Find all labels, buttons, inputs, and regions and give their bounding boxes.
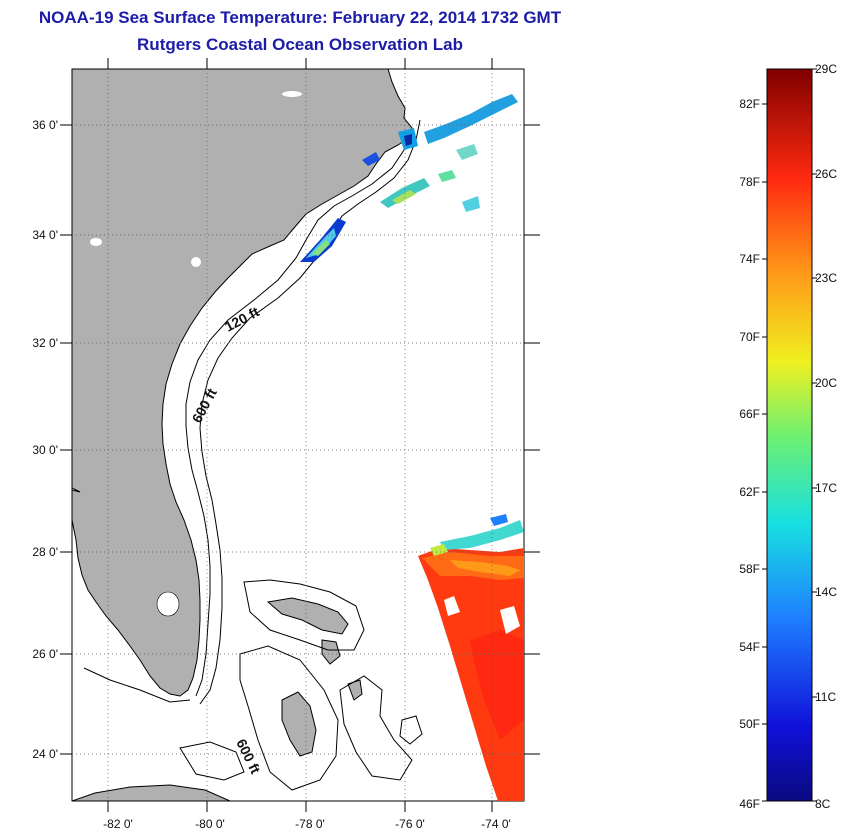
lon-label: -74 0' (481, 817, 511, 831)
land-cuba (72, 784, 231, 801)
page-title: NOAA-19 Sea Surface Temperature: Februar… (38, 8, 562, 27)
land-grand-bahama (266, 597, 349, 635)
colorbar: 82F 78F 74F 70F 66F 62F 58F 54F 50F 46F … (739, 62, 837, 811)
colorbar-c-label: 11C (815, 690, 836, 704)
lake-small (90, 238, 102, 246)
lake-carolina (282, 91, 302, 97)
colorbar-f-label: 46F (739, 797, 760, 811)
page-subtitle: Rutgers Coastal Ocean Observation Lab (137, 35, 463, 54)
contour-bahamas-bank (243, 579, 365, 651)
land-andros (281, 691, 317, 757)
lon-label: -78 0' (295, 817, 325, 831)
contour-keys (83, 667, 191, 703)
contour-small-bank (399, 715, 423, 745)
colorbar-ticks (762, 68, 817, 802)
contour-120ft (185, 131, 411, 697)
colorbar-c-label: 17C (815, 481, 837, 495)
lat-label: 26 0' (32, 647, 58, 661)
colorbar-f-label: 74F (739, 252, 760, 266)
latitude-labels: 36 0' 34 0' 32 0' 30 0' 28 0' 26 0' 24 0… (32, 118, 58, 761)
colorbar-f-label: 66F (739, 407, 760, 421)
colorbar-f-label: 54F (739, 640, 760, 654)
colorbar-f-label: 78F (739, 175, 760, 189)
contour-great-bahama-bank (239, 645, 339, 791)
lat-label: 32 0' (32, 336, 58, 350)
longitude-labels: -82 0' -80 0' -78 0' -76 0' -74 0' (103, 817, 511, 831)
lon-label: -76 0' (395, 817, 425, 831)
lat-label: 28 0' (32, 545, 58, 559)
colorbar-c-label: 8C (815, 797, 831, 811)
lat-label: 30 0' (32, 443, 58, 457)
colorbar-f-label: 62F (739, 485, 760, 499)
colorbar-f-label: 58F (739, 562, 760, 576)
lat-label: 24 0' (32, 747, 58, 761)
lon-label: -80 0' (195, 817, 225, 831)
colorbar-f-label: 82F (739, 97, 760, 111)
land-abaco (321, 639, 341, 665)
lon-label: -82 0' (103, 817, 133, 831)
land-eleuthera (347, 679, 363, 701)
colorbar-f-label: 70F (739, 330, 760, 344)
sst-coverage-south (418, 514, 524, 801)
lat-label: 34 0' (32, 228, 58, 242)
colorbar-f-label: 50F (739, 717, 760, 731)
contour-south-bank (179, 741, 245, 781)
colorbar-c-label: 26C (815, 167, 837, 181)
colorbar-c-label: 14C (815, 585, 837, 599)
contour-600ft (199, 119, 421, 705)
colorbar-gradient (766, 68, 813, 802)
colorbar-c-label: 23C (815, 271, 837, 285)
land-us-east-coast (72, 69, 413, 697)
lake-okeechobee (156, 591, 180, 617)
lake-small-2 (191, 257, 201, 267)
contour-eastern-banks (339, 675, 413, 781)
colorbar-c-label: 20C (815, 376, 837, 390)
colorbar-c-label: 29C (815, 62, 837, 76)
lat-label: 36 0' (32, 118, 58, 132)
graticule (72, 69, 524, 801)
axis-ticks (60, 58, 540, 812)
